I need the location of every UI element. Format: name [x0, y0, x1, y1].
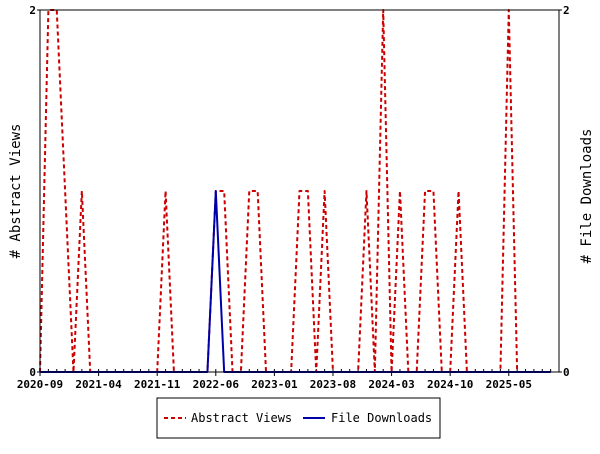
legend: Abstract Views File Downloads — [156, 397, 441, 439]
x-tick-label: 2022-06 — [193, 378, 240, 391]
y-left-axis-title: # Abstract Views — [8, 124, 24, 259]
x-tick-label: 2023-01 — [251, 378, 298, 391]
x-tick-label: 2024-10 — [427, 378, 473, 391]
legend-label-file-downloads: File Downloads — [331, 411, 432, 425]
x-tick-label: 2024-03 — [368, 378, 414, 391]
x-tick-label: 2020-09 — [17, 378, 63, 391]
x-tick-label: 2025-05 — [486, 378, 532, 391]
legend-box — [156, 397, 441, 439]
x-tick-label: 2021-11 — [134, 378, 181, 391]
y-left-tick-label: 0 — [29, 366, 36, 379]
legend-label-abstract-views: Abstract Views — [191, 411, 292, 425]
y-left-tick-label: 2 — [29, 4, 36, 17]
plot-frame — [39, 9, 560, 373]
y-right-axis-title: # File Downloads — [579, 129, 595, 264]
y-right-tick-label: 2 — [563, 4, 570, 17]
x-tick-label: 2021-04 — [75, 378, 122, 391]
y-right-tick-label: 0 — [563, 366, 570, 379]
tick-labels: 2020-09 2021-04 2021-11 2022-06 2023-01 2023-… — [17, 4, 570, 391]
x-tick-label: 2023-08 — [310, 378, 356, 391]
